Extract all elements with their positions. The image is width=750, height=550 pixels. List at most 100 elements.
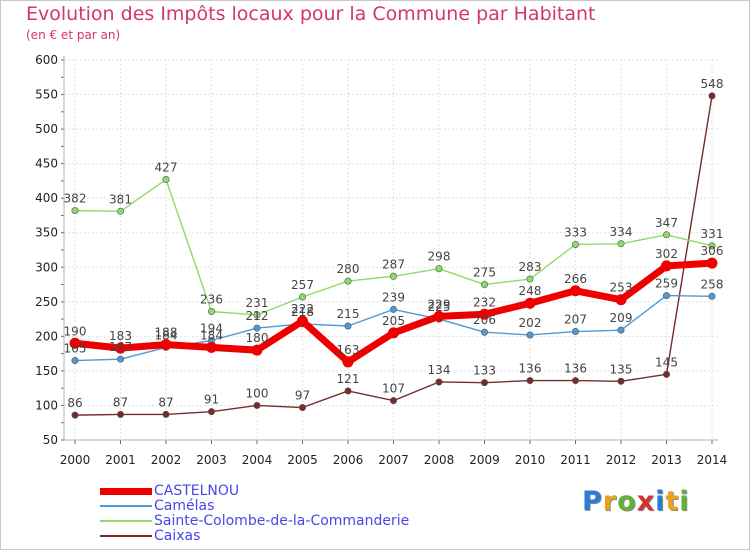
data-label-caixas: 100 — [246, 386, 269, 400]
legend-swatch-caixas — [100, 535, 152, 537]
y-tick-label: 50 — [43, 433, 58, 447]
legend-label-castelnou: CASTELNOU — [154, 483, 240, 499]
x-tick-label: 2003 — [196, 453, 227, 467]
data-label-sainte-colombe-de-la-commanderie: 331 — [701, 227, 724, 241]
axes: 50 100 150 200 250 300 350 400 450 500 550 600 2000 2… — [35, 53, 727, 467]
data-point-castelnou — [479, 308, 490, 320]
x-tick-label: 2013 — [651, 453, 682, 467]
data-point-castelnou — [524, 297, 536, 309]
data-label-caixas: 87 — [113, 395, 128, 409]
data-point-castelnou — [160, 339, 172, 351]
data-label-castelnou: 229 — [428, 297, 451, 311]
data-point-sainte-colombe-de-la-commanderie — [526, 275, 534, 283]
data-point-caixas — [617, 377, 625, 385]
data-label-sainte-colombe-de-la-commanderie: 333 — [564, 225, 587, 239]
data-label-castelnou: 180 — [246, 331, 269, 345]
data-point-castelnou — [251, 344, 263, 356]
data-point-castelnou — [661, 260, 672, 272]
data-label-sainte-colombe-de-la-commanderie: 427 — [155, 161, 178, 175]
data-point-sainte-colombe-de-la-commanderie — [208, 307, 216, 315]
legend-label-caixas: Caixas — [154, 528, 201, 544]
legend-swatch-castelnou — [100, 488, 152, 495]
data-label-castelnou: 253 — [610, 281, 633, 295]
data-point-caixas — [526, 377, 534, 385]
data-point-caixas — [571, 377, 579, 385]
data-label-sainte-colombe-de-la-commanderie: 236 — [200, 292, 223, 306]
y-tick-label: 100 — [35, 398, 58, 412]
logo-letter: i — [655, 486, 666, 517]
x-tick-label: 2008 — [424, 453, 455, 467]
data-point-camelas — [708, 292, 716, 300]
data-label-castelnou: 205 — [382, 314, 405, 328]
data-label-camelas: 212 — [246, 309, 269, 323]
data-point-camelas — [117, 355, 125, 363]
data-label-camelas: 194 — [200, 322, 223, 336]
logo-letter: i — [679, 486, 690, 517]
data-point-camelas — [617, 326, 625, 334]
data-label-camelas: 209 — [610, 311, 633, 325]
data-point-caixas — [389, 397, 397, 405]
data-label-caixas: 87 — [158, 395, 173, 409]
data-label-camelas: 202 — [519, 316, 542, 330]
data-point-castelnou — [570, 285, 581, 297]
logo-letter: t — [665, 486, 680, 517]
data-label-sainte-colombe-de-la-commanderie: 283 — [519, 260, 542, 274]
data-label-caixas: 86 — [67, 396, 82, 410]
x-tick-label: 2012 — [606, 453, 637, 467]
data-label-camelas: 258 — [701, 277, 724, 291]
data-label-castelnou: 222 — [291, 302, 314, 316]
data-label-sainte-colombe-de-la-commanderie: 257 — [291, 278, 314, 292]
data-point-caixas — [208, 408, 216, 416]
data-point-castelnou — [69, 337, 81, 349]
data-point-sainte-colombe-de-la-commanderie — [162, 176, 170, 184]
data-label-sainte-colombe-de-la-commanderie: 280 — [337, 262, 360, 276]
data-label-camelas: 207 — [564, 313, 587, 327]
data-label-caixas: 97 — [295, 389, 310, 403]
x-tick-label: 2011 — [560, 453, 591, 467]
x-tick-label: 2010 — [515, 453, 546, 467]
y-tick-label: 250 — [35, 295, 58, 309]
data-label-camelas: 184 — [155, 328, 178, 342]
x-tick-label: 2000 — [60, 453, 91, 467]
data-label-caixas: 91 — [204, 393, 219, 407]
data-point-caixas — [708, 92, 716, 100]
data-point-castelnou — [297, 315, 308, 327]
series-lines — [69, 92, 718, 419]
data-label-caixas: 121 — [337, 372, 360, 386]
data-point-castelnou — [388, 327, 399, 339]
data-label-castelnou: 266 — [564, 272, 587, 286]
data-label-castelnou: 183 — [109, 329, 132, 343]
x-tick-label: 2006 — [333, 453, 364, 467]
data-label-castelnou: 163 — [337, 343, 360, 357]
data-label-castelnou: 232 — [473, 295, 496, 309]
data-point-sainte-colombe-de-la-commanderie — [389, 272, 397, 280]
data-point-camelas — [526, 331, 534, 339]
x-tick-label: 2007 — [378, 453, 409, 467]
data-label-sainte-colombe-de-la-commanderie: 381 — [109, 192, 132, 206]
data-point-camelas — [389, 305, 397, 313]
data-label-camelas: 165 — [64, 342, 87, 356]
proxiti-logo: Proxiti — [582, 486, 690, 517]
data-label-castelnou: 302 — [655, 247, 678, 261]
data-point-sainte-colombe-de-la-commanderie — [298, 293, 306, 301]
data-point-sainte-colombe-de-la-commanderie — [571, 240, 579, 248]
data-point-sainte-colombe-de-la-commanderie — [344, 277, 352, 285]
data-label-camelas: 206 — [473, 313, 496, 327]
data-point-camelas — [71, 357, 79, 365]
data-label-caixas: 136 — [564, 362, 587, 376]
data-point-caixas — [435, 378, 443, 386]
data-label-camelas: 239 — [382, 290, 405, 304]
data-point-caixas — [71, 411, 79, 419]
legend-swatch-sainte-colombe — [100, 520, 152, 522]
data-label-camelas: 218 — [291, 305, 314, 319]
data-label-sainte-colombe-de-la-commanderie: 382 — [64, 192, 87, 206]
data-point-camelas — [571, 328, 579, 336]
x-tick-label: 2004 — [242, 453, 273, 467]
data-label-castelnou: 190 — [64, 324, 87, 338]
data-point-caixas — [253, 401, 261, 409]
logo-letter: o — [617, 486, 637, 517]
y-tick-label: 300 — [35, 260, 58, 274]
data-point-camelas — [344, 322, 352, 330]
logo-letter: r — [602, 486, 618, 517]
